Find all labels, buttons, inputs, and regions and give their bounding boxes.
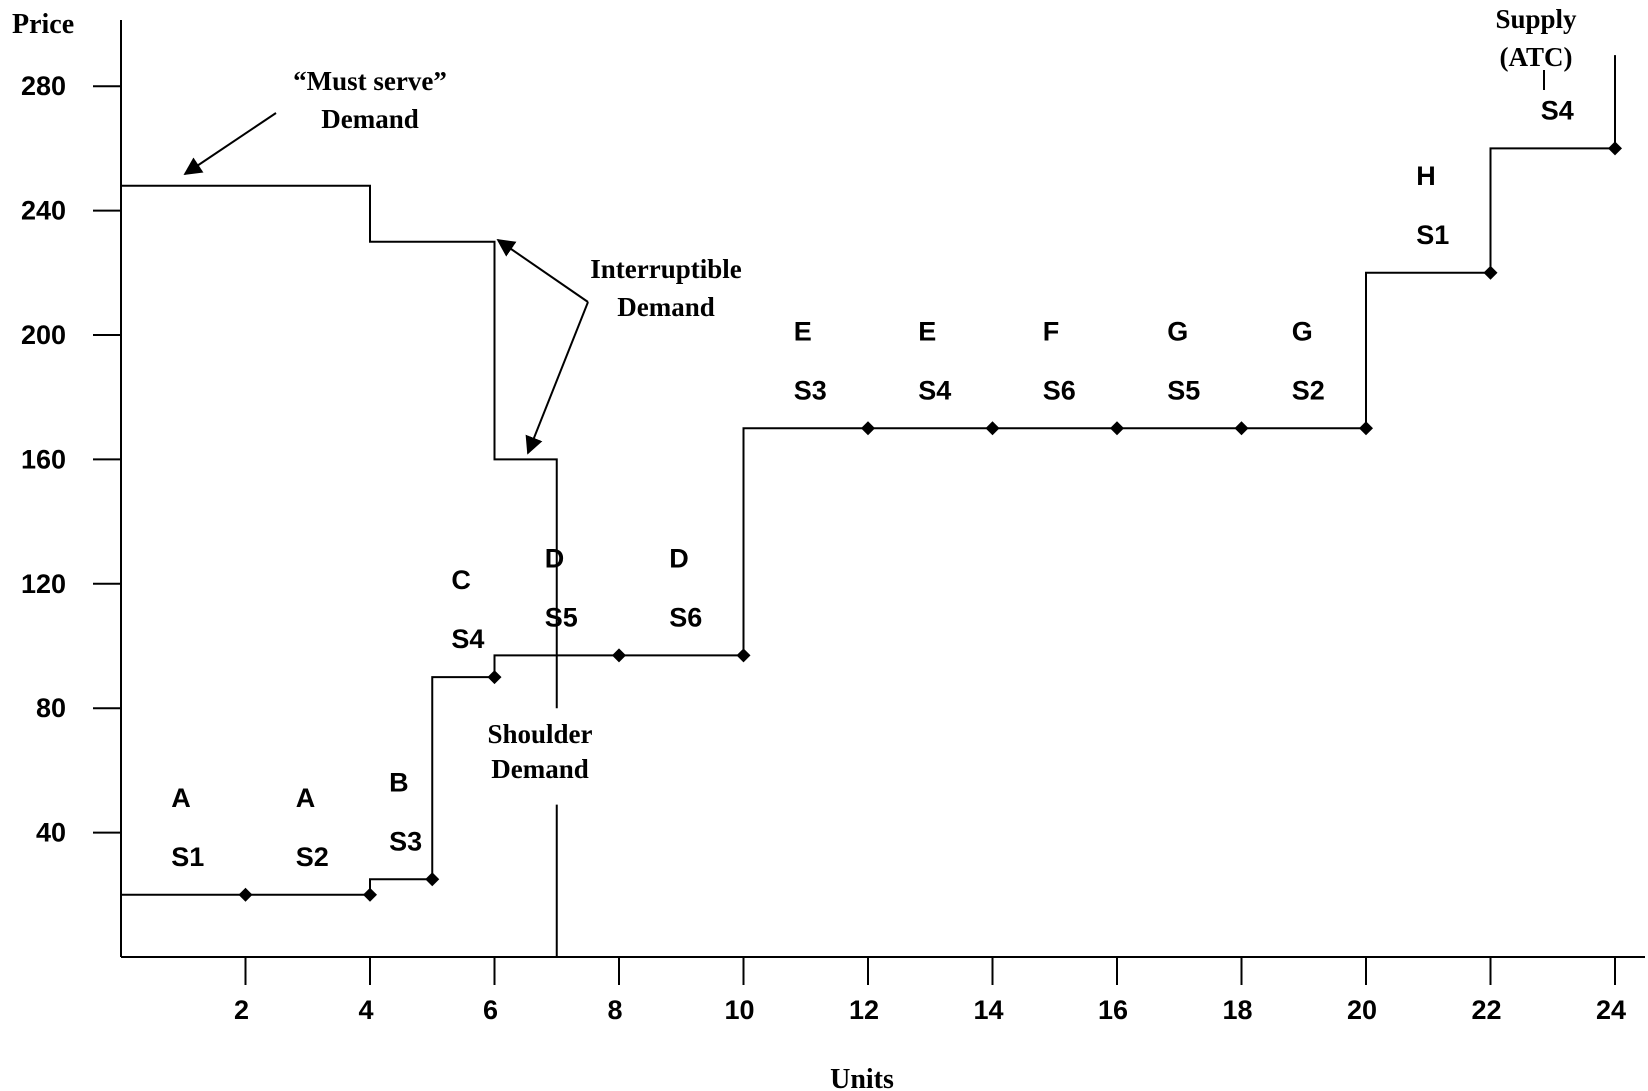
series-line-supply: [121, 55, 1616, 896]
segment-plant-letter: G: [1292, 316, 1313, 346]
shoulder-label-line2: Demand: [491, 754, 589, 784]
segment-plant-letter: G: [1167, 316, 1188, 346]
data-point-marker: [1110, 421, 1124, 436]
segment-plant-letter: B: [389, 767, 409, 797]
segment-unit-label: S4: [1541, 95, 1574, 125]
data-point-marker: [612, 648, 626, 663]
data-point-marker: [1483, 265, 1498, 280]
segment-unit-label: S1: [1416, 220, 1449, 250]
x-tick-label: 16: [1098, 995, 1128, 1025]
y-tick-label: 240: [21, 196, 66, 226]
x-tick-label: 12: [849, 995, 879, 1025]
segment-unit-label: S6: [669, 602, 702, 632]
marker-layer: [238, 141, 1622, 902]
segment-plant-letter: D: [545, 543, 565, 573]
interruptible-label-line1: Interruptible: [590, 254, 742, 284]
interruptible-annotation: Interruptible Demand: [496, 238, 742, 455]
axes: [120, 20, 1645, 958]
segment-plant-letter: F: [1043, 316, 1060, 346]
data-point-marker: [1608, 141, 1622, 156]
data-point-marker: [1359, 421, 1373, 436]
y-tick-label: 280: [21, 71, 66, 101]
y-tick-label: 40: [36, 818, 66, 848]
interruptible-arrow-upper: [496, 238, 589, 303]
segment-unit-label: S6: [1043, 375, 1076, 405]
segment-unit-label: S4: [918, 375, 951, 405]
shoulder-annotation: Shoulder Demand: [487, 719, 592, 784]
y-tick-label: 200: [21, 320, 66, 350]
segment-unit-label: S3: [389, 826, 422, 856]
data-point-marker: [736, 648, 751, 663]
supply-label-line1: Supply: [1495, 4, 1577, 34]
x-tick-label: 2: [234, 995, 249, 1025]
segment-label-layer: A S1 A S2 B S3 C S4 D S5 D S6 E S3 E S4 F S6 G S5 G S2 H S1 S4: [171, 95, 1574, 871]
x-tick-label: 20: [1347, 995, 1377, 1025]
data-point-marker: [861, 421, 875, 436]
segment-unit-label: S5: [545, 602, 578, 632]
shoulder-label-line1: Shoulder: [487, 719, 592, 749]
x-axis-label: Units: [830, 1064, 894, 1091]
data-point-marker: [425, 872, 440, 887]
x-tick-label: 14: [973, 995, 1003, 1025]
y-tick-label: 120: [21, 569, 66, 599]
segment-plant-letter: E: [918, 316, 936, 346]
segment-unit-label: S5: [1167, 375, 1200, 405]
data-point-marker: [985, 421, 1000, 436]
supply-annotation: Supply (ATC): [1495, 4, 1577, 90]
x-tick-label: 18: [1222, 995, 1252, 1025]
x-tick-label: 6: [483, 995, 498, 1025]
must-serve-arrow: [183, 112, 277, 176]
series-layer: [121, 55, 1616, 957]
interruptible-label-line2: Demand: [617, 292, 715, 322]
data-point-marker: [363, 887, 377, 902]
series-line-demand: [121, 184, 558, 709]
segment-plant-letter: C: [451, 565, 471, 595]
segment-plant-letter: E: [794, 316, 812, 346]
x-tick-group: 2 4 6 8 10 12 14 16 18 20 22 24: [234, 957, 1626, 1025]
segment-unit-label: S3: [794, 375, 827, 405]
y-tick-label: 160: [21, 444, 66, 474]
data-point-marker: [487, 670, 502, 685]
segment-plant-letter: D: [669, 543, 689, 573]
must-serve-annotation: “Must serve” Demand: [183, 66, 447, 176]
x-tick-label: 4: [358, 995, 373, 1025]
y-axis-label: Price: [12, 9, 74, 40]
y-tick-group: 40 80 120 160 200 240 280: [21, 71, 121, 848]
data-point-marker: [1234, 421, 1249, 436]
must-serve-label-line1: “Must serve”: [293, 66, 447, 96]
segment-unit-label: S4: [451, 624, 484, 654]
must-serve-label-line2: Demand: [321, 104, 419, 134]
segment-unit-label: S2: [1292, 375, 1325, 405]
supply-label-line2: (ATC): [1500, 42, 1573, 72]
segment-plant-letter: A: [171, 783, 191, 813]
x-tick-label: 8: [607, 995, 622, 1025]
data-point-marker: [238, 887, 253, 902]
interruptible-arrow-lower: [525, 301, 589, 455]
x-tick-label: 22: [1471, 995, 1501, 1025]
segment-plant-letter: H: [1416, 161, 1436, 191]
segment-unit-label: S2: [296, 842, 329, 872]
x-tick-label: 10: [724, 995, 754, 1025]
y-tick-label: 80: [36, 693, 66, 723]
segment-plant-letter: A: [296, 783, 316, 813]
segment-unit-label: S1: [171, 842, 204, 872]
x-tick-label: 24: [1596, 995, 1626, 1025]
